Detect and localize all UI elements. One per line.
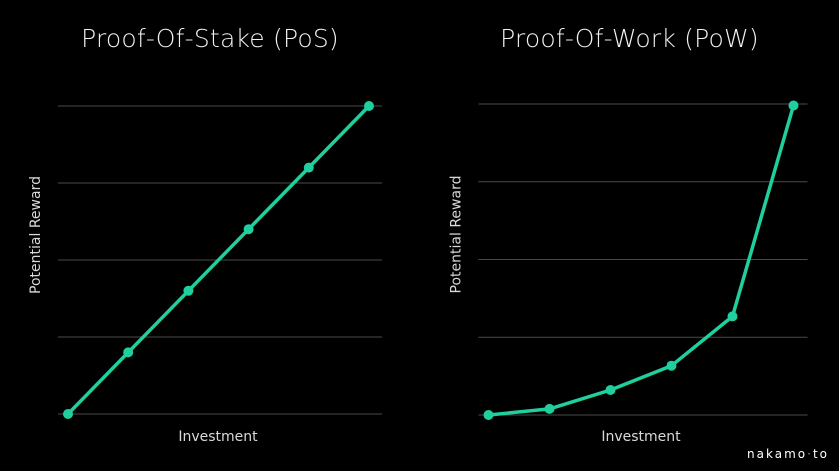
pow-chart-panel: Proof-Of-Work (PoW) Investment Potential …: [420, 0, 839, 471]
series-line: [486, 103, 796, 417]
data-point: [183, 285, 194, 296]
watermark-text-part1: nakamo: [747, 447, 808, 461]
data-point: [605, 385, 616, 395]
pos-chart: Investment Potential Reward: [28, 101, 382, 445]
pow-chart: Investment Potential Reward: [449, 100, 808, 445]
chart-title: Proof-Of-Stake (PoS): [81, 24, 339, 53]
brand-watermark: nakamo·to: [747, 447, 829, 461]
pos-chart-panel: Proof-Of-Stake (PoS) Investment Potential…: [28, 24, 382, 445]
watermark-separator: ·: [807, 447, 813, 461]
x-axis-label: Investment: [601, 429, 681, 445]
series-line: [66, 104, 371, 416]
data-point: [303, 162, 314, 173]
data-point: [243, 224, 254, 235]
data-point: [63, 409, 73, 419]
y-axis-label: Potential Reward: [28, 176, 44, 294]
chart-title: Proof-Of-Work (PoW): [500, 24, 759, 53]
data-point: [364, 101, 374, 111]
y-axis-label: Potential Reward: [449, 176, 465, 294]
watermark-text-part2: to: [812, 447, 829, 461]
data-point: [483, 410, 494, 420]
data-point: [727, 311, 738, 322]
data-point: [123, 347, 134, 358]
data-point: [788, 100, 799, 111]
data-point: [666, 360, 677, 371]
data-point: [544, 403, 555, 414]
x-axis-label: Investment: [178, 429, 258, 445]
